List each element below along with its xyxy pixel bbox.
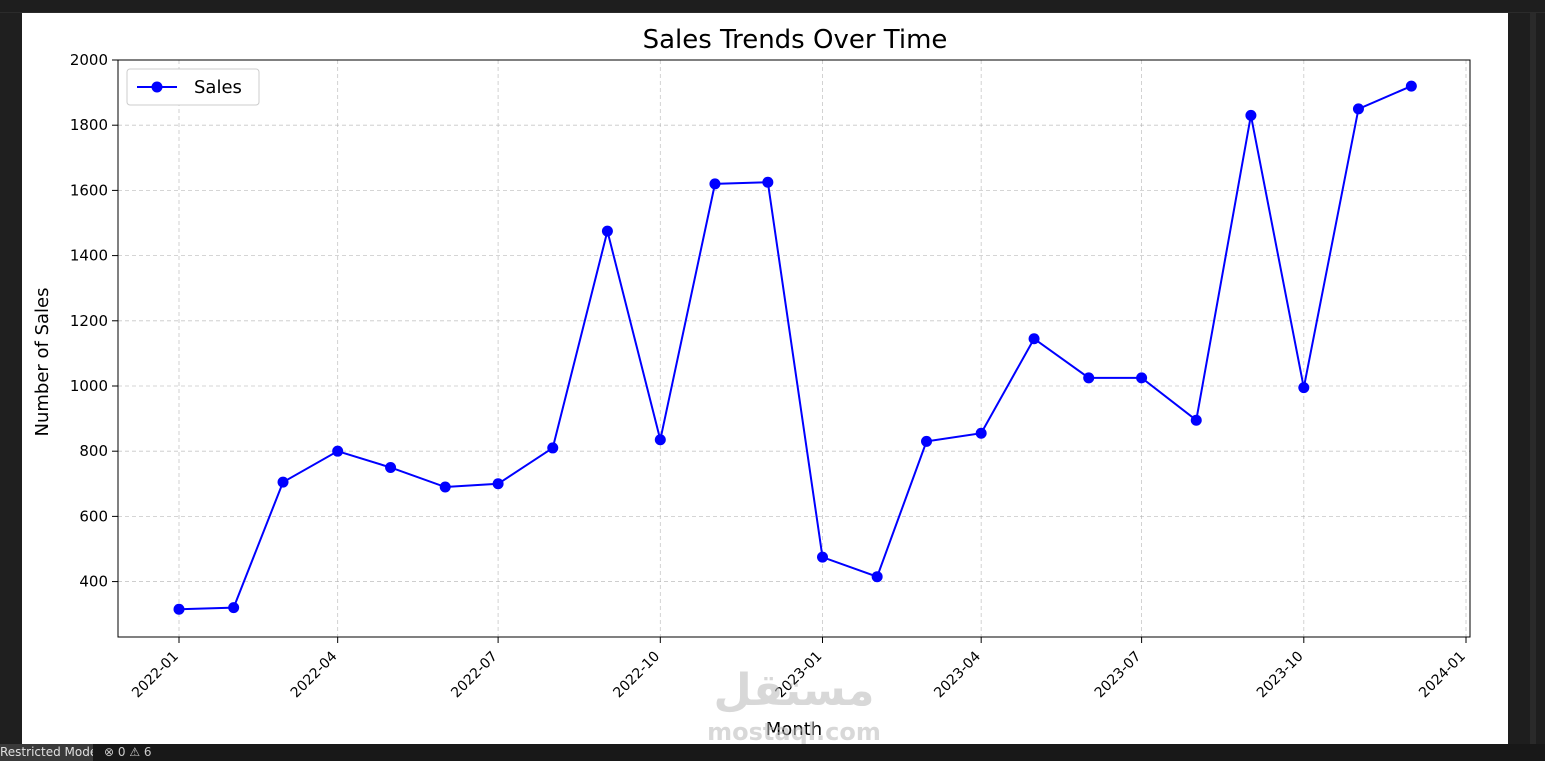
series-line-sales bbox=[178, 85, 1412, 611]
x-tick-label: 2022-10 bbox=[610, 649, 663, 702]
window-top-bar bbox=[0, 0, 1545, 13]
plot-frame bbox=[117, 59, 1471, 638]
data-point bbox=[1190, 414, 1202, 426]
data-point bbox=[228, 602, 240, 614]
x-axis-label: Month bbox=[766, 719, 822, 740]
data-point bbox=[709, 178, 721, 190]
data-point bbox=[871, 571, 883, 583]
y-axis-label: Number of Sales bbox=[32, 287, 53, 436]
x-tick-label: 2022-07 bbox=[448, 649, 501, 702]
figure-panel: 2022-01 2022-04 2022-07 2022-10 2023-01 2023-… bbox=[22, 13, 1508, 744]
y-tick-label: 1600 bbox=[70, 181, 108, 199]
x-tick-label: 2023-10 bbox=[1254, 649, 1307, 702]
data-point bbox=[492, 478, 504, 490]
status-bar: Restricted Mode ⊗ 0 ⚠ 6 bbox=[0, 744, 1545, 761]
y-tick-label: 1800 bbox=[70, 116, 108, 134]
legend-entry-label: Sales bbox=[194, 77, 242, 98]
data-point bbox=[277, 476, 289, 488]
x-tick-label: 2024-01 bbox=[1416, 649, 1469, 702]
data-point bbox=[762, 176, 774, 188]
data-point bbox=[1028, 333, 1040, 345]
data-point bbox=[601, 225, 613, 237]
legend-marker-swatch bbox=[151, 81, 163, 93]
data-point bbox=[332, 445, 344, 457]
y-tick-label: 1000 bbox=[70, 377, 108, 395]
data-point bbox=[173, 603, 185, 615]
y-tick-label: 400 bbox=[79, 573, 108, 591]
data-point bbox=[1352, 103, 1364, 115]
data-point bbox=[1405, 80, 1417, 92]
grid-layer bbox=[118, 59, 1470, 637]
y-tick-label: 1200 bbox=[70, 312, 108, 330]
data-point bbox=[921, 435, 933, 447]
x-tick-label: 2023-04 bbox=[931, 648, 984, 701]
data-point bbox=[1298, 382, 1310, 394]
data-point bbox=[1083, 372, 1095, 384]
x-tick-label: 2023-07 bbox=[1092, 649, 1145, 702]
editor-right-gutter bbox=[1508, 13, 1545, 744]
vertical-scrollbar[interactable] bbox=[1530, 13, 1536, 744]
legend-box bbox=[126, 68, 260, 106]
watermark-domain: mostaql.com bbox=[707, 718, 881, 744]
legend: Sales bbox=[126, 68, 260, 106]
data-point bbox=[547, 442, 559, 454]
problems-indicator[interactable]: ⊗ 0 ⚠ 6 bbox=[104, 745, 152, 759]
watermark-arabic: مستقل bbox=[714, 665, 875, 716]
watermark: مستقل mostaql.com bbox=[707, 665, 881, 744]
chart-title: Sales Trends Over Time bbox=[643, 25, 948, 55]
data-point bbox=[975, 427, 987, 439]
y-tick-label: 1400 bbox=[70, 247, 108, 265]
data-point bbox=[817, 551, 828, 563]
x-tick-label: 2022-04 bbox=[288, 648, 341, 701]
data-point bbox=[385, 461, 397, 473]
y-tick-label: 2000 bbox=[70, 51, 108, 69]
series-layer bbox=[173, 80, 1417, 615]
x-tick-label: 2022-01 bbox=[129, 649, 182, 702]
data-point bbox=[654, 434, 666, 446]
y-axis-ticks: 400 600 800 1000 1200 1400 1600 1800 2000 bbox=[70, 51, 118, 591]
data-point bbox=[439, 481, 451, 493]
y-tick-label: 600 bbox=[79, 507, 108, 525]
data-point bbox=[1245, 109, 1257, 121]
data-point bbox=[1136, 372, 1148, 384]
sales-line-chart: 2022-01 2022-04 2022-07 2022-10 2023-01 2023-… bbox=[32, 25, 1471, 744]
y-tick-label: 800 bbox=[79, 442, 108, 460]
restricted-mode-indicator[interactable]: Restricted Mode bbox=[0, 744, 93, 761]
